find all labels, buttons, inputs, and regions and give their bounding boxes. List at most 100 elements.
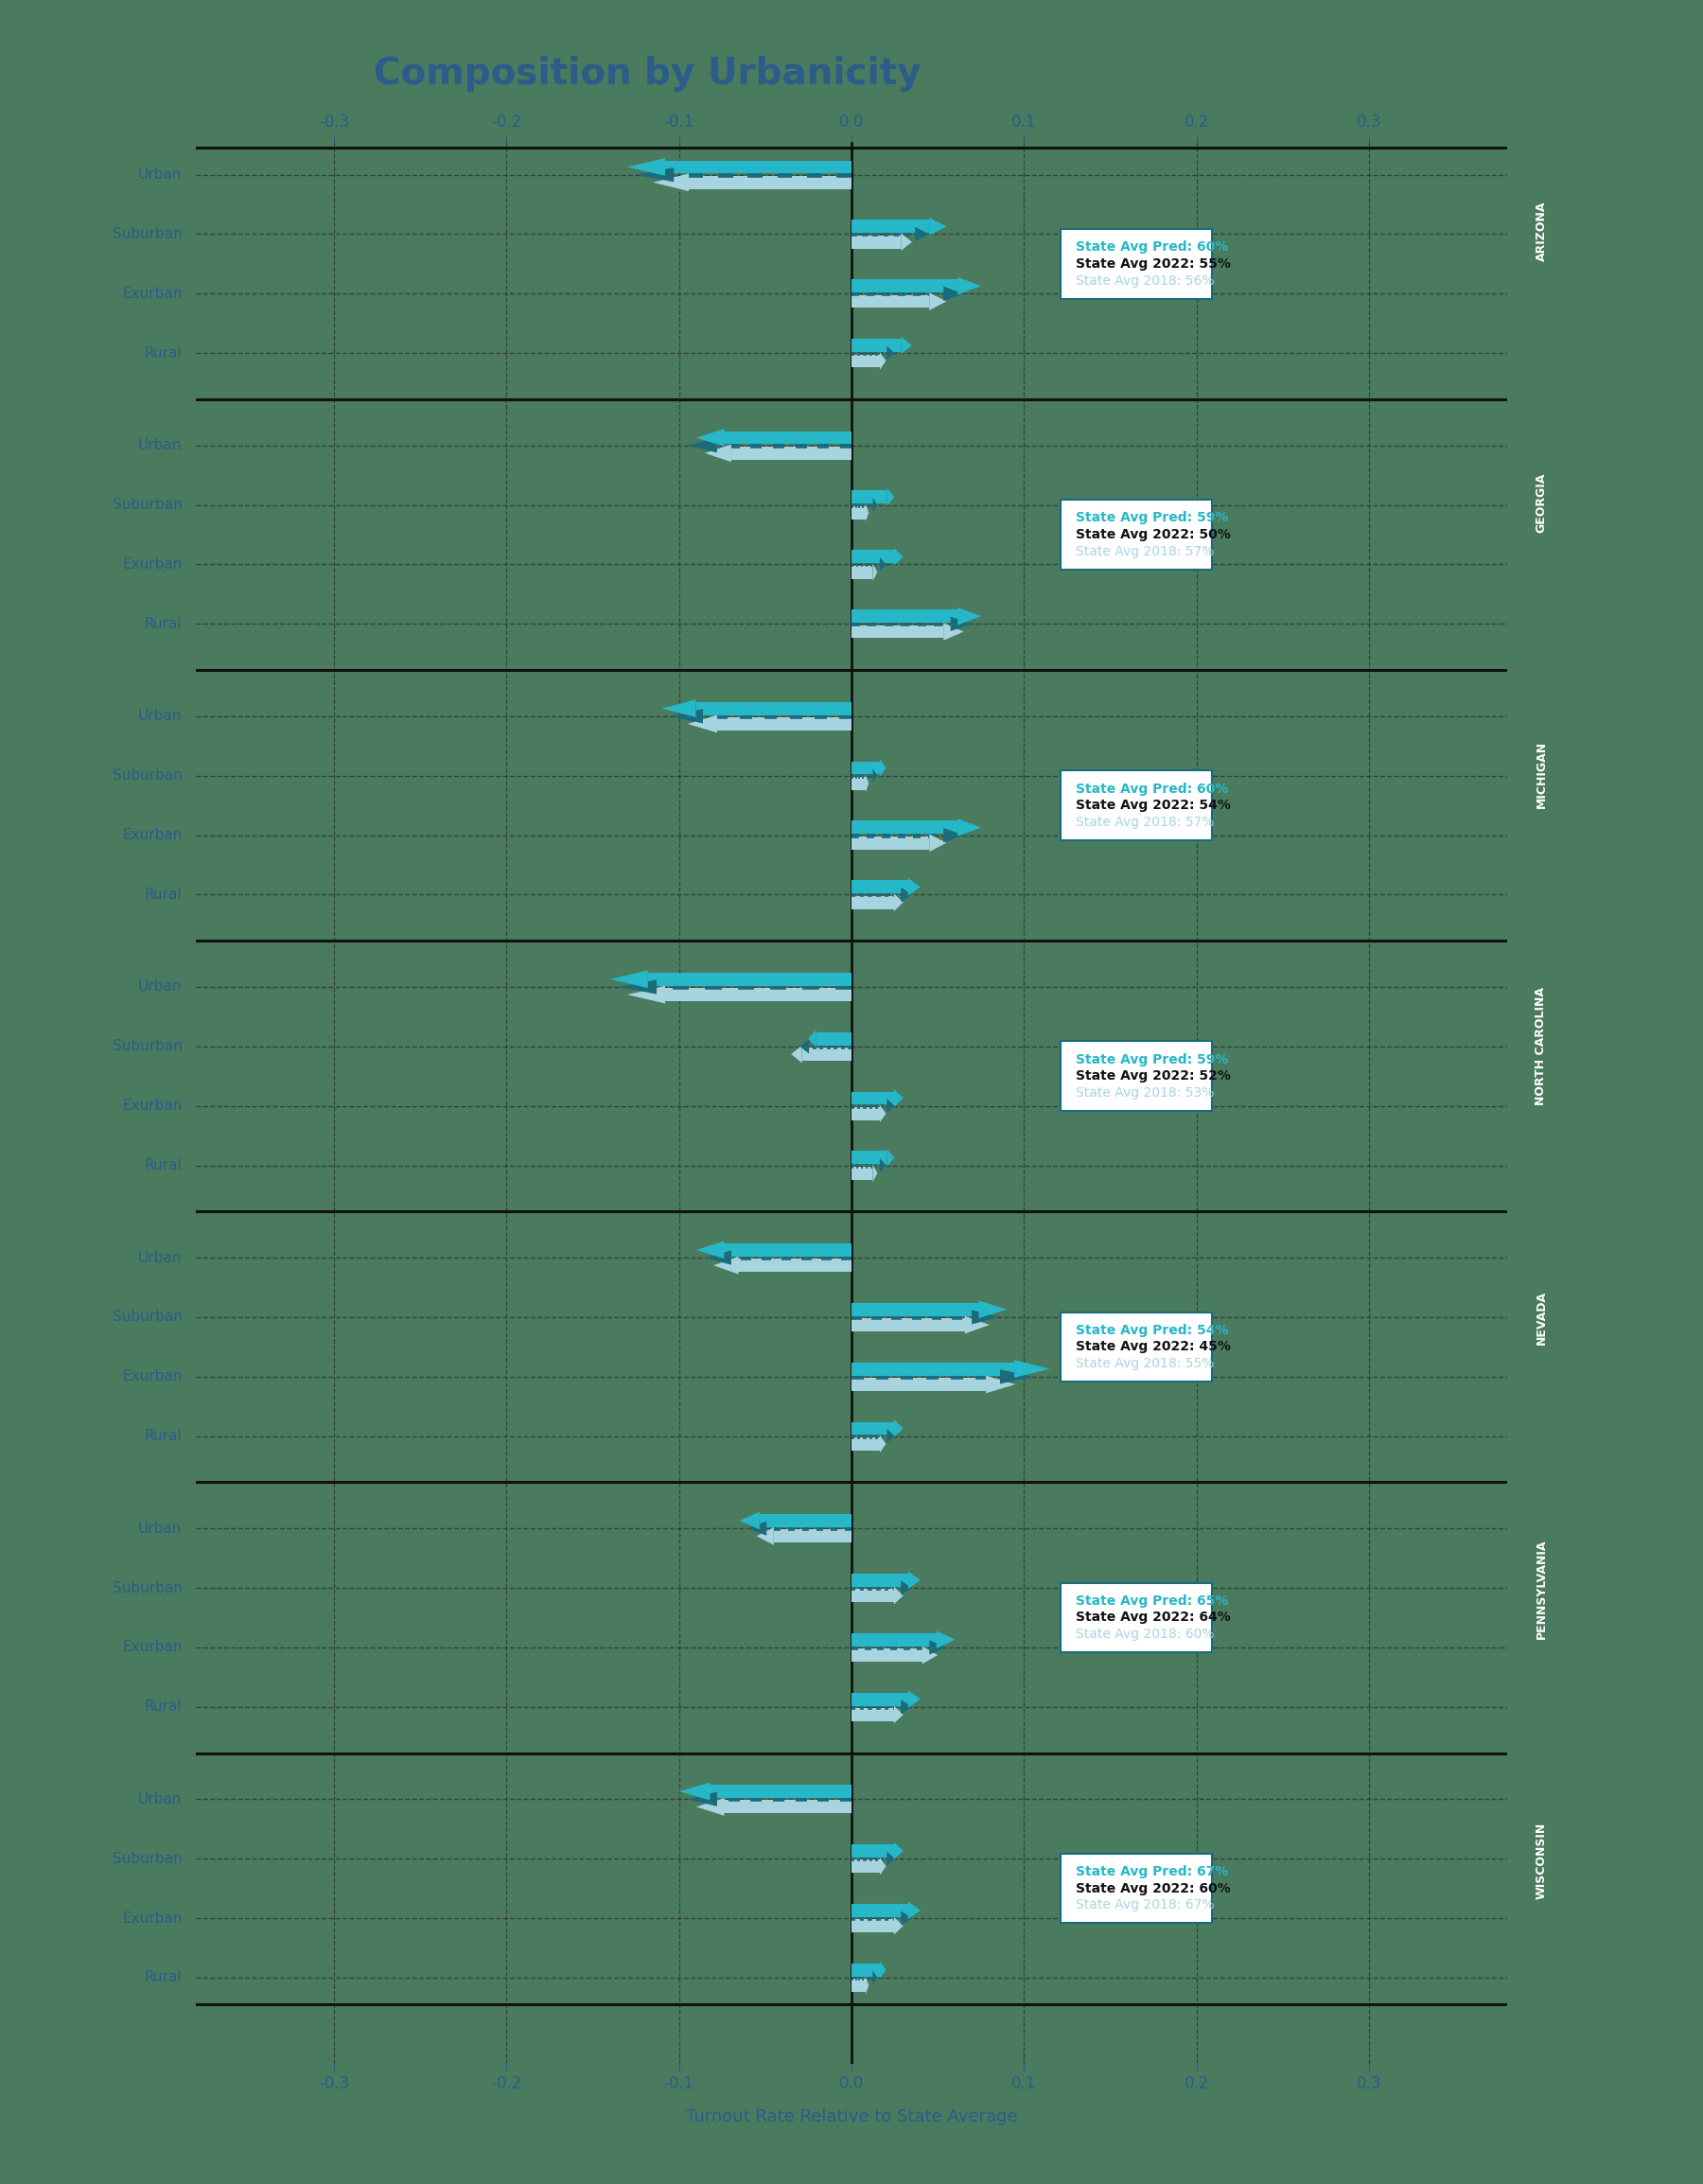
FancyArrow shape [930, 293, 947, 310]
Bar [852, 1904, 908, 1918]
Bar [666, 987, 852, 1000]
Bar [852, 821, 957, 834]
FancyArrow shape [950, 616, 972, 631]
FancyArrow shape [880, 1435, 886, 1452]
Text: NORTH CAROLINA: NORTH CAROLINA [1534, 987, 1548, 1105]
FancyArrow shape [697, 1797, 724, 1815]
FancyArrow shape [894, 1588, 903, 1605]
FancyArrow shape [930, 834, 947, 852]
FancyArrow shape [901, 887, 911, 902]
X-axis label: Turnout Rate Relative to State Average: Turnout Rate Relative to State Average [686, 2108, 1017, 2125]
Text: Rural: Rural [145, 616, 182, 631]
FancyArrow shape [865, 775, 869, 793]
Bar [852, 295, 930, 308]
FancyArrow shape [986, 1376, 1015, 1393]
Text: State Avg Pred: 67%
State Avg 2022: 60%
State Avg 2018: 67%: State Avg Pred: 67% State Avg 2022: 60% … [1068, 1861, 1206, 1918]
FancyArrow shape [880, 352, 886, 369]
Text: State Avg Pred: 59%: State Avg Pred: 59% [1076, 511, 1228, 524]
FancyArrow shape [894, 1841, 903, 1861]
FancyArrow shape [739, 1511, 760, 1529]
Bar [852, 1920, 894, 1933]
FancyArrow shape [652, 173, 688, 192]
Text: Exurban: Exurban [123, 286, 182, 301]
FancyArrow shape [937, 1631, 955, 1649]
FancyArrow shape [915, 227, 930, 242]
FancyArrow shape [908, 1902, 921, 1920]
FancyArrow shape [972, 1310, 998, 1324]
Bar [852, 1363, 1015, 1376]
Text: Suburban: Suburban [112, 1852, 182, 1865]
Text: Exurban: Exurban [123, 1640, 182, 1655]
FancyArrow shape [792, 1046, 802, 1064]
Bar [816, 1033, 852, 1046]
Text: Exurban: Exurban [123, 1911, 182, 1926]
Bar [852, 550, 894, 563]
Bar [697, 701, 852, 714]
FancyArrow shape [872, 769, 877, 782]
Text: Suburban: Suburban [112, 498, 182, 511]
Text: Exurban: Exurban [123, 1369, 182, 1385]
FancyArrow shape [714, 1256, 739, 1273]
Text: Urban: Urban [138, 710, 182, 723]
FancyArrow shape [756, 1527, 773, 1544]
Bar [739, 1258, 852, 1271]
Bar [852, 339, 901, 352]
Bar [852, 762, 880, 775]
Bar [852, 507, 865, 520]
Bar [852, 1843, 894, 1856]
Bar [852, 1166, 872, 1179]
Text: WISCONSIN: WISCONSIN [1534, 1821, 1548, 1900]
Text: State Avg 2018: 56%: State Avg 2018: 56% [1076, 273, 1214, 288]
Text: State Avg 2018: 57%: State Avg 2018: 57% [1076, 544, 1214, 557]
Text: Suburban: Suburban [112, 1581, 182, 1594]
Bar [852, 1861, 880, 1874]
Text: State Avg Pred: 65%
State Avg 2022: 64%
State Avg 2018: 60%: State Avg Pred: 65% State Avg 2022: 64% … [1068, 1590, 1206, 1647]
FancyArrow shape [943, 828, 964, 843]
FancyArrow shape [901, 336, 911, 354]
Bar [852, 1437, 880, 1450]
FancyArrow shape [908, 1570, 921, 1590]
FancyArrow shape [943, 286, 964, 301]
FancyArrow shape [923, 1647, 938, 1664]
Text: Rural: Rural [145, 887, 182, 902]
FancyArrow shape [887, 1099, 894, 1114]
FancyArrow shape [894, 1420, 903, 1437]
Text: State Avg 2022: 45%: State Avg 2022: 45% [1076, 1341, 1231, 1354]
FancyArrow shape [894, 1090, 903, 1107]
FancyArrow shape [887, 345, 894, 360]
FancyArrow shape [688, 1791, 717, 1806]
FancyArrow shape [887, 489, 894, 507]
Text: State Avg Pred: 65%: State Avg Pred: 65% [1076, 1594, 1228, 1607]
FancyArrow shape [880, 557, 886, 572]
Bar [852, 1304, 979, 1317]
Bar [773, 1529, 852, 1542]
Bar [731, 446, 852, 459]
Bar [852, 778, 865, 791]
Text: Urban: Urban [138, 439, 182, 452]
FancyArrow shape [880, 1158, 886, 1173]
Text: Suburban: Suburban [112, 1040, 182, 1053]
FancyArrow shape [865, 505, 869, 522]
Text: Rural: Rural [145, 1428, 182, 1444]
FancyArrow shape [697, 428, 724, 446]
Text: State Avg 2022: 60%: State Avg 2022: 60% [1076, 1883, 1231, 1896]
Bar [852, 1693, 908, 1706]
Bar [852, 236, 901, 249]
Text: State Avg 2022: 52%: State Avg 2022: 52% [1076, 1070, 1231, 1083]
FancyArrow shape [901, 1911, 911, 1926]
FancyArrow shape [627, 157, 666, 175]
FancyArrow shape [872, 563, 877, 581]
FancyArrow shape [957, 607, 981, 625]
Text: Rural: Rural [145, 345, 182, 360]
Bar [666, 159, 852, 173]
FancyArrow shape [705, 443, 731, 463]
Text: State Avg 2018: 67%: State Avg 2018: 67% [1076, 1898, 1214, 1911]
FancyArrow shape [880, 1105, 886, 1123]
Text: Urban: Urban [138, 168, 182, 181]
Bar [724, 1800, 852, 1813]
FancyArrow shape [1015, 1361, 1051, 1378]
FancyArrow shape [894, 1706, 903, 1723]
FancyArrow shape [979, 1299, 1006, 1319]
Text: State Avg Pred: 54%: State Avg Pred: 54% [1076, 1324, 1228, 1337]
Text: State Avg 2022: 50%: State Avg 2022: 50% [1076, 529, 1231, 542]
